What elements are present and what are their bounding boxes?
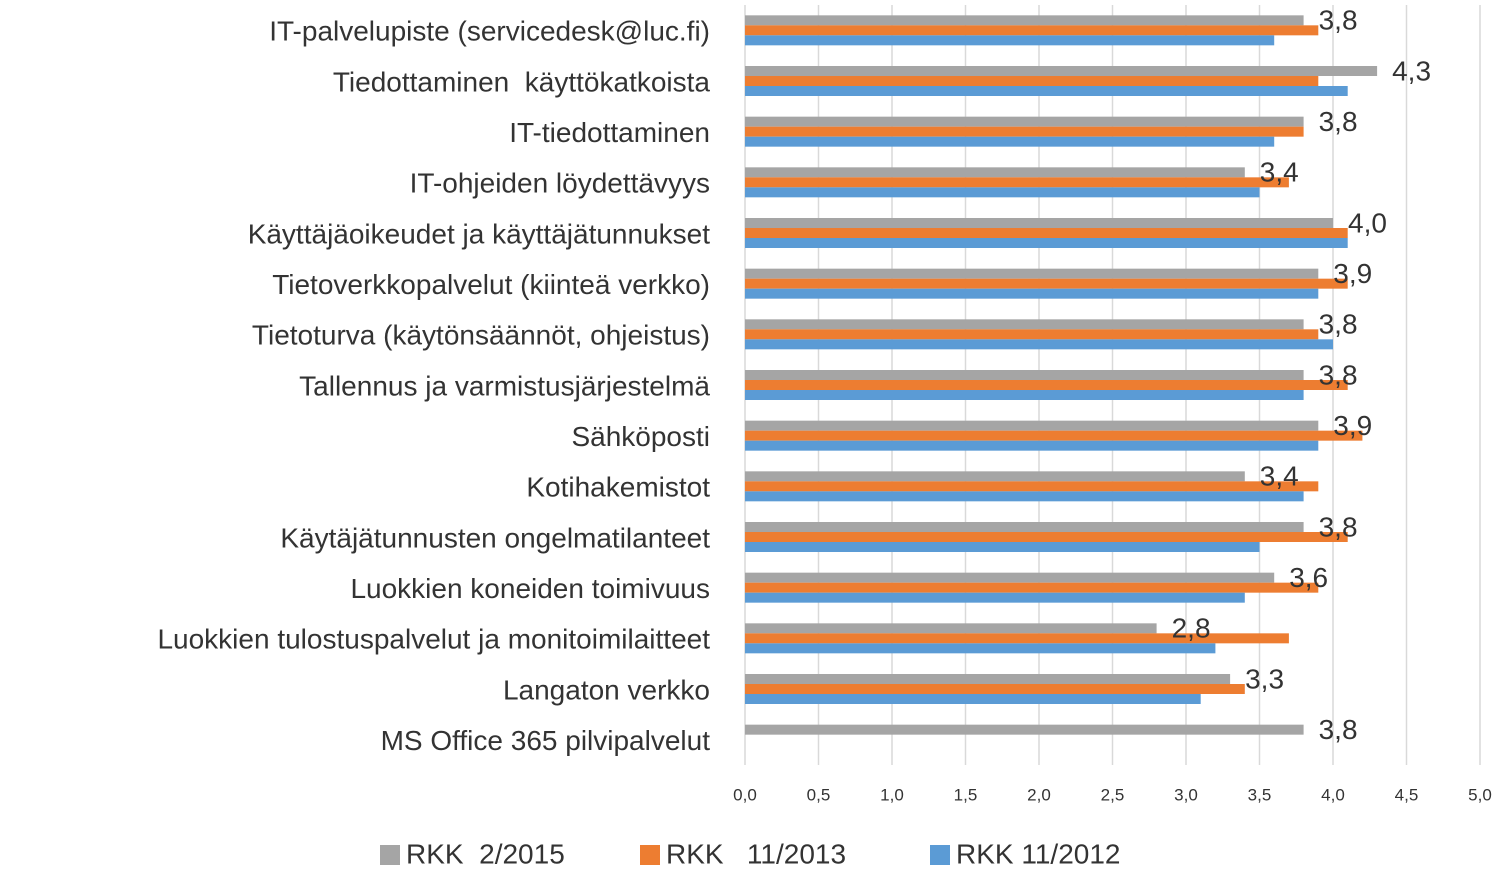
bar bbox=[745, 25, 1319, 36]
bar bbox=[745, 420, 1319, 431]
x-tick-label: 5,0 bbox=[1468, 785, 1492, 804]
y-tick-label: Tietoverkkopalvelut (kiinteä verkko) bbox=[272, 269, 710, 300]
bar bbox=[745, 228, 1348, 238]
y-tick-label: Luokkien koneiden toimivuus bbox=[350, 573, 710, 604]
bar bbox=[745, 440, 1319, 451]
data-label: 3,8 bbox=[1319, 359, 1358, 390]
x-tick-label: 4,0 bbox=[1321, 785, 1345, 804]
bar bbox=[745, 684, 1245, 694]
x-tick-label: 4,5 bbox=[1395, 785, 1419, 804]
bar bbox=[745, 238, 1348, 248]
bar bbox=[745, 319, 1304, 330]
y-tick-label: Käytäjätunnusten ongelmatilanteet bbox=[280, 522, 710, 553]
y-tick-label: Kotihakemistot bbox=[526, 472, 710, 503]
x-tick-label: 3,5 bbox=[1248, 785, 1272, 804]
bar bbox=[745, 582, 1319, 593]
x-tick-label: 2,0 bbox=[1027, 785, 1051, 804]
data-label: 3,9 bbox=[1333, 410, 1372, 441]
bar bbox=[745, 430, 1363, 441]
x-tick-label: 2,5 bbox=[1101, 785, 1125, 804]
bar bbox=[745, 86, 1348, 96]
legend-swatch bbox=[640, 845, 660, 865]
bar bbox=[745, 694, 1201, 704]
bar bbox=[745, 491, 1304, 502]
x-tick-label: 1,0 bbox=[880, 785, 904, 804]
data-label: 3,8 bbox=[1319, 309, 1358, 340]
data-label: 3,9 bbox=[1333, 258, 1372, 289]
y-tick-label: MS Office 365 pilvipalvelut bbox=[381, 725, 711, 756]
bar bbox=[745, 380, 1348, 390]
bar bbox=[745, 177, 1289, 188]
data-label: 3,8 bbox=[1319, 5, 1358, 36]
bar bbox=[745, 481, 1319, 492]
x-tick-label: 0,0 bbox=[733, 785, 757, 804]
data-label: 3,8 bbox=[1319, 106, 1358, 137]
bar bbox=[745, 35, 1275, 46]
bar bbox=[745, 390, 1304, 400]
y-tick-label: Tallennus ja varmistusjärjestelmä bbox=[299, 370, 710, 401]
bar bbox=[745, 268, 1319, 279]
data-label: 3,6 bbox=[1289, 562, 1328, 593]
y-tick-label: Luokkien tulostuspalvelut ja monitoimila… bbox=[157, 624, 710, 655]
bar bbox=[745, 674, 1231, 684]
bar bbox=[745, 370, 1304, 380]
data-label: 3,8 bbox=[1319, 714, 1358, 745]
bar bbox=[745, 288, 1319, 299]
bar bbox=[745, 76, 1319, 86]
x-tick-label: 3,0 bbox=[1174, 785, 1198, 804]
bar bbox=[745, 218, 1333, 228]
data-label: 3,8 bbox=[1319, 511, 1358, 542]
x-tick-label: 0,5 bbox=[807, 785, 831, 804]
bar bbox=[745, 633, 1289, 644]
y-tick-label: Tiedottaminen käyttökatkoista bbox=[333, 66, 711, 97]
bar bbox=[745, 329, 1319, 340]
y-tick-label: Sähköposti bbox=[571, 421, 710, 452]
bar bbox=[745, 532, 1348, 542]
data-label: 2,8 bbox=[1172, 613, 1211, 644]
y-tick-label: IT-ohjeiden löydettävyys bbox=[410, 168, 710, 199]
y-tick-label: Langaton verkko bbox=[503, 674, 710, 705]
bar bbox=[745, 522, 1304, 532]
bar bbox=[745, 623, 1157, 634]
bar bbox=[745, 542, 1260, 552]
legend-swatch bbox=[930, 845, 950, 865]
bar bbox=[745, 116, 1304, 127]
bar bbox=[745, 278, 1348, 289]
data-label: 3,4 bbox=[1260, 461, 1299, 492]
y-tick-label: IT-tiedottaminen bbox=[509, 117, 710, 148]
bar bbox=[745, 592, 1245, 603]
legend-swatch bbox=[380, 845, 400, 865]
legend-label: RKK 2/2015 bbox=[406, 838, 565, 869]
legend-label: RKK 11/2012 bbox=[956, 838, 1121, 869]
y-tick-label: IT-palvelupiste (servicedesk@luc.fi) bbox=[269, 16, 710, 47]
bar bbox=[745, 724, 1304, 735]
bar bbox=[745, 15, 1304, 26]
bar bbox=[745, 126, 1304, 137]
data-label: 4,3 bbox=[1392, 55, 1431, 86]
data-label: 3,3 bbox=[1245, 663, 1284, 694]
bar bbox=[745, 167, 1245, 178]
bar bbox=[745, 471, 1245, 482]
bar bbox=[745, 643, 1216, 654]
bar bbox=[745, 136, 1275, 147]
data-label: 3,4 bbox=[1260, 157, 1299, 188]
bar bbox=[745, 66, 1378, 76]
data-label: 4,0 bbox=[1348, 207, 1387, 238]
legend-label: RKK 11/2013 bbox=[666, 838, 846, 869]
bar bbox=[745, 339, 1333, 350]
y-tick-label: Tietoturva (käytönsäännöt, ohjeistus) bbox=[252, 320, 710, 351]
y-tick-label: Käyttäjäoikeudet ja käyttäjätunnukset bbox=[248, 218, 711, 249]
bar bbox=[745, 572, 1275, 583]
x-tick-label: 1,5 bbox=[954, 785, 978, 804]
bar bbox=[745, 187, 1260, 198]
